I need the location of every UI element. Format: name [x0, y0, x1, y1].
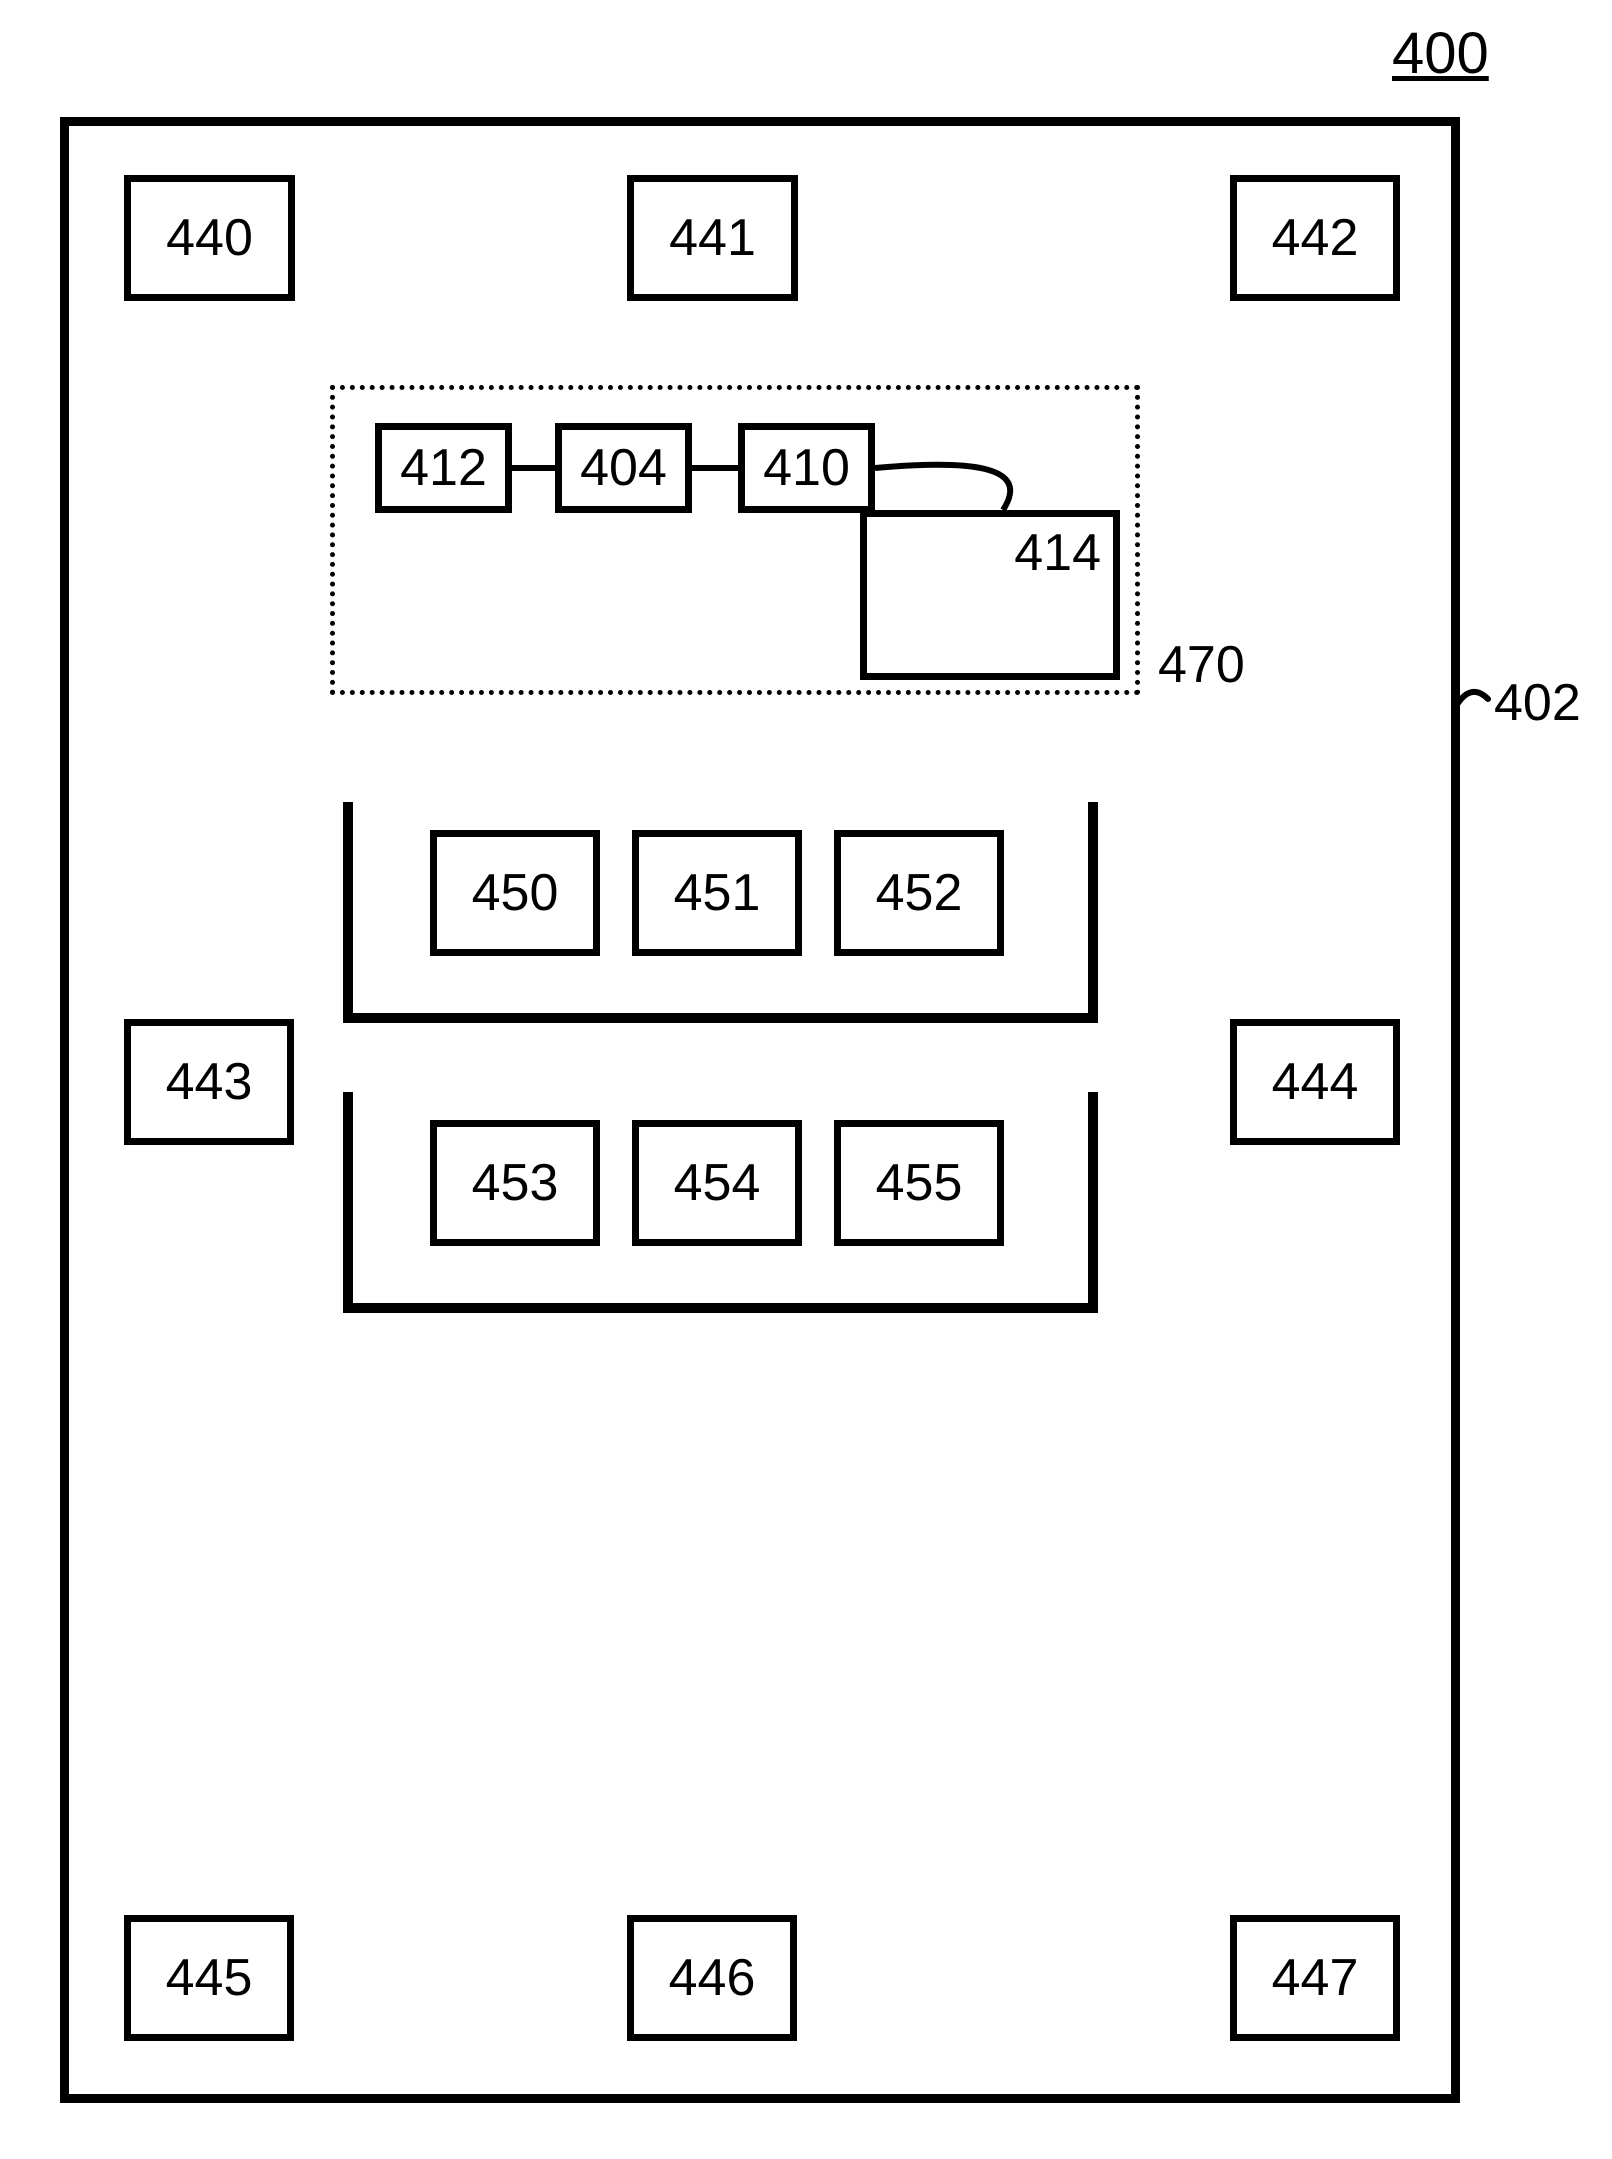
label-470: 470 — [1158, 635, 1245, 695]
figure-number: 400 — [1392, 20, 1489, 87]
node-414: 414 — [860, 510, 1120, 680]
node-410: 410 — [738, 423, 875, 513]
label-402: 402 — [1494, 673, 1581, 733]
node-441: 441 — [627, 175, 798, 301]
node-label: 414 — [1014, 523, 1101, 583]
node-label: 450 — [472, 863, 559, 923]
node-440: 440 — [124, 175, 295, 301]
node-454: 454 — [632, 1120, 802, 1246]
node-label: 410 — [763, 438, 850, 498]
node-label: 452 — [876, 863, 963, 923]
node-404: 404 — [555, 423, 692, 513]
node-label: 454 — [674, 1153, 761, 1213]
node-label: 412 — [400, 438, 487, 498]
node-451: 451 — [632, 830, 802, 956]
node-label: 440 — [166, 208, 253, 268]
node-445: 445 — [124, 1915, 294, 2041]
node-452: 452 — [834, 830, 1004, 956]
node-label: 446 — [669, 1948, 756, 2008]
node-412: 412 — [375, 423, 512, 513]
node-455: 455 — [834, 1120, 1004, 1246]
node-label: 445 — [166, 1948, 253, 2008]
node-443: 443 — [124, 1019, 294, 1145]
node-446: 446 — [627, 1915, 797, 2041]
node-label: 451 — [674, 863, 761, 923]
node-label: 404 — [580, 438, 667, 498]
callout-tilde — [1458, 692, 1488, 703]
node-444: 444 — [1230, 1019, 1400, 1145]
node-label: 444 — [1272, 1052, 1359, 1112]
node-447: 447 — [1230, 1915, 1400, 2041]
node-label: 443 — [166, 1052, 253, 1112]
node-label: 442 — [1272, 208, 1359, 268]
node-450: 450 — [430, 830, 600, 956]
node-label: 441 — [669, 208, 756, 268]
diagram-canvas: 400 440 441 442 443 444 445 446 447 412 404 410 414 4… — [0, 0, 1612, 2159]
node-442: 442 — [1230, 175, 1400, 301]
node-label: 447 — [1272, 1948, 1359, 2008]
node-453: 453 — [430, 1120, 600, 1246]
node-label: 455 — [876, 1153, 963, 1213]
node-label: 453 — [472, 1153, 559, 1213]
